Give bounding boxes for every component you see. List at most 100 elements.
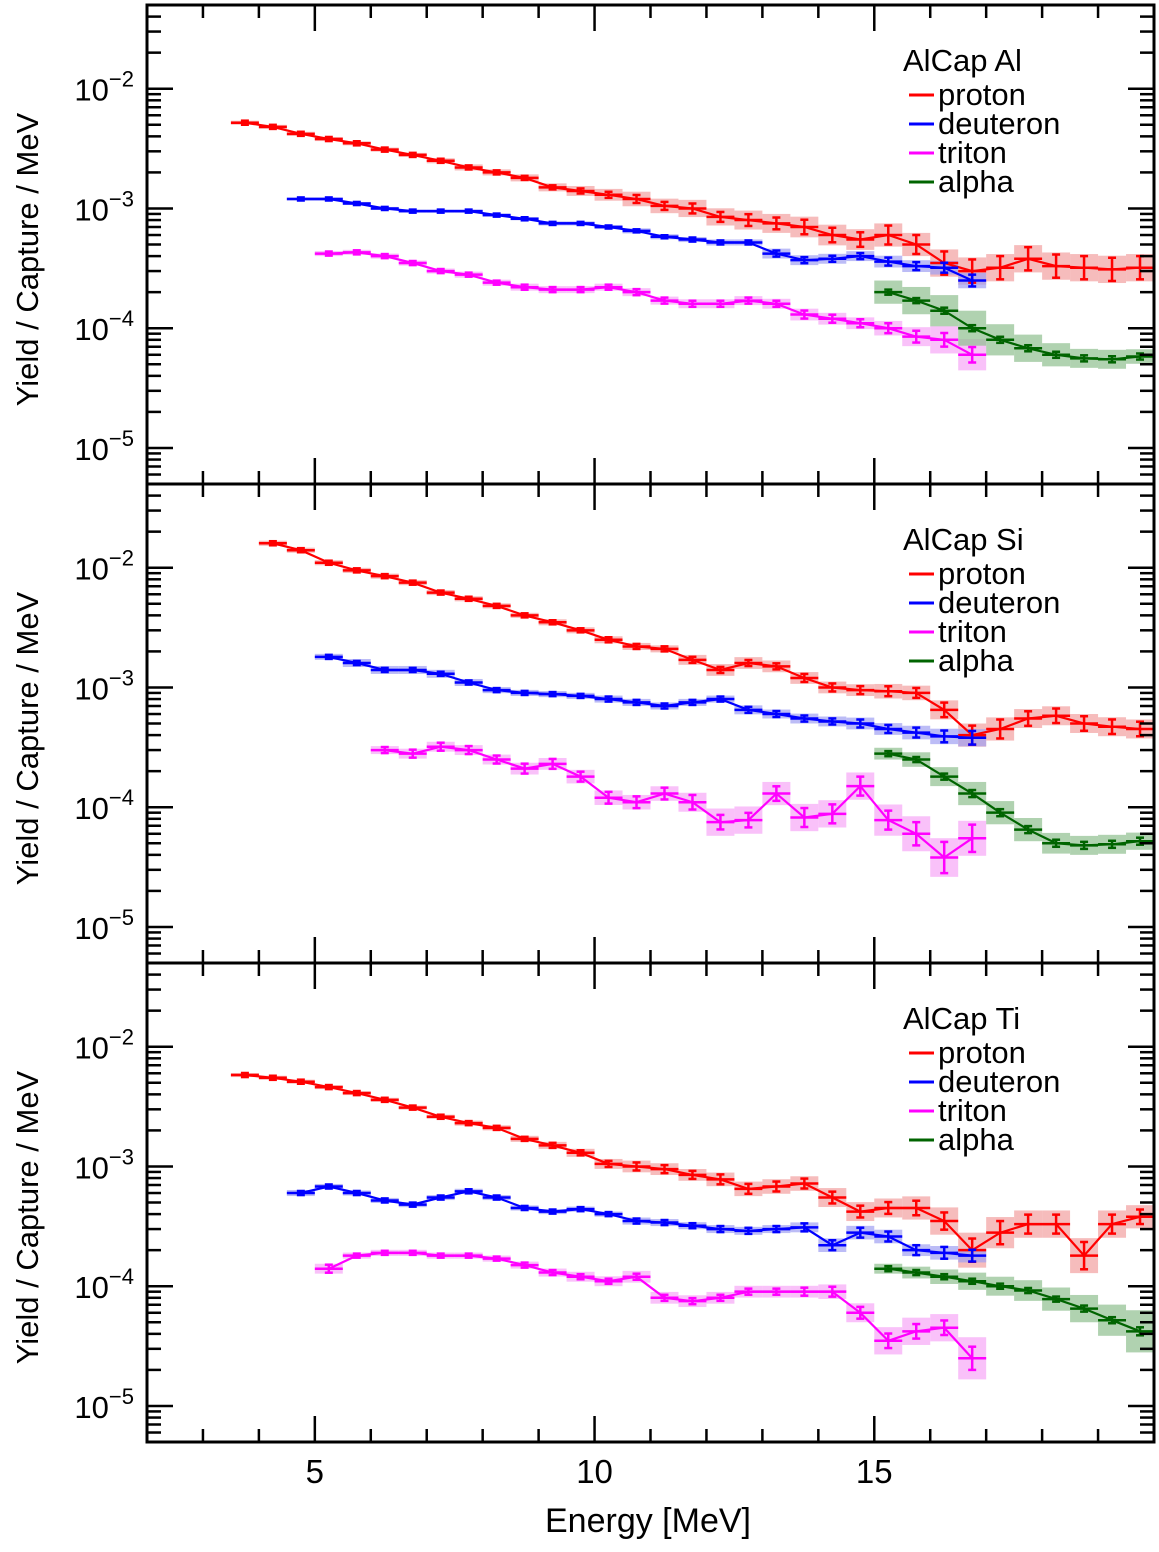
series-line-alpha xyxy=(888,1267,1141,1333)
legend-item-triton: triton xyxy=(909,1093,1007,1128)
data-point-alpha xyxy=(1042,350,1071,360)
data-point-deuteron xyxy=(594,224,623,230)
data-point-triton xyxy=(734,1287,763,1296)
data-point-proton xyxy=(230,1071,259,1079)
data-point-proton xyxy=(258,123,287,131)
data-point-triton xyxy=(594,283,623,291)
data-point-proton xyxy=(1070,714,1099,733)
data-point-deuteron xyxy=(650,233,679,240)
data-point-triton xyxy=(622,287,651,297)
data-point-triton xyxy=(958,823,987,854)
data-point-deuteron xyxy=(790,255,819,265)
data-point-proton xyxy=(650,645,679,653)
data-point-alpha xyxy=(1070,840,1099,851)
legend-item-proton: proton xyxy=(909,77,1026,112)
legend-title: AlCap Si xyxy=(903,522,1024,557)
data-point-deuteron xyxy=(482,686,511,694)
data-point-deuteron xyxy=(874,1230,903,1243)
data-point-triton xyxy=(426,741,455,752)
data-point-proton xyxy=(454,164,483,171)
data-point-proton xyxy=(314,559,343,567)
legend-label: triton xyxy=(938,614,1007,649)
data-point-triton xyxy=(622,795,651,810)
data-point-deuteron xyxy=(398,666,427,674)
data-point-proton xyxy=(734,212,763,228)
series-deuteron xyxy=(286,1183,987,1263)
data-point-triton xyxy=(482,1255,511,1262)
data-point-deuteron xyxy=(622,1217,651,1225)
data-point-proton xyxy=(706,665,735,675)
data-point-proton xyxy=(510,612,539,619)
data-point-proton xyxy=(566,187,595,195)
data-point-deuteron xyxy=(874,256,903,267)
data-point-alpha xyxy=(1014,343,1043,353)
y-axis-label: Yield / Capture / MeV xyxy=(10,1070,45,1364)
data-point-triton xyxy=(566,770,595,783)
data-point-proton xyxy=(370,1096,399,1104)
data-point-triton xyxy=(678,1296,707,1306)
data-point-triton xyxy=(454,1252,483,1259)
data-point-proton xyxy=(790,218,819,236)
data-point-proton xyxy=(734,1182,763,1196)
data-point-triton xyxy=(426,267,455,275)
data-point-deuteron xyxy=(314,653,343,661)
data-point-triton xyxy=(510,762,539,775)
legend-label: alpha xyxy=(938,1122,1015,1157)
data-point-proton xyxy=(342,140,371,147)
data-point-alpha xyxy=(958,788,987,799)
panel-2: 10−2 10−3 10−4 10−5 Yield / Capture / MeV AlC… xyxy=(10,482,1156,965)
data-point-proton xyxy=(622,1161,651,1172)
data-point-deuteron xyxy=(398,208,427,214)
series-line-triton xyxy=(384,745,973,859)
data-point-triton xyxy=(342,1252,371,1259)
x-ticks xyxy=(145,484,1156,963)
data-point-triton xyxy=(818,313,847,324)
data-point-deuteron xyxy=(594,695,623,703)
data-point-triton xyxy=(734,296,763,305)
data-point-deuteron xyxy=(846,1226,875,1239)
data-point-triton xyxy=(314,1263,343,1274)
data-point-proton xyxy=(846,684,875,696)
data-point-proton xyxy=(314,1083,343,1091)
data-point-deuteron xyxy=(902,726,931,739)
data-point-proton xyxy=(678,655,707,665)
series-deuteron xyxy=(286,196,987,288)
y-tick-label: 10−5 xyxy=(74,426,134,467)
data-point-proton xyxy=(902,1199,931,1217)
data-point-triton xyxy=(902,1322,931,1340)
data-point-proton xyxy=(538,184,567,191)
y-tick-label: 10−2 xyxy=(74,1025,134,1066)
x-ticks xyxy=(145,963,1156,1442)
data-point-deuteron xyxy=(342,200,371,207)
data-point-deuteron xyxy=(734,705,763,715)
data-point-triton xyxy=(454,744,483,756)
legend-label: alpha xyxy=(938,164,1015,199)
data-point-proton xyxy=(426,589,455,596)
data-point-proton xyxy=(594,1159,623,1169)
data-point-proton xyxy=(874,1200,903,1216)
data-point-proton xyxy=(370,572,399,580)
data-point-proton xyxy=(342,567,371,574)
panels: 10−2 10−3 10−4 10−5 Yield / Capture / MeV AlC… xyxy=(10,3,1156,1444)
series-alpha xyxy=(874,1264,1154,1337)
legend-item-deuteron: deuteron xyxy=(909,585,1060,620)
data-point-proton xyxy=(1014,1213,1043,1235)
legend-label: proton xyxy=(938,1035,1026,1070)
series-triton xyxy=(370,741,987,875)
data-point-proton xyxy=(650,200,679,212)
y-tick-label: 10−3 xyxy=(74,1144,134,1185)
data-point-deuteron xyxy=(482,1194,511,1201)
data-point-proton xyxy=(986,718,1015,740)
y-tick-label: 10−4 xyxy=(74,1264,134,1305)
data-point-alpha xyxy=(874,749,903,758)
legend-item-triton: triton xyxy=(909,614,1007,649)
data-point-proton xyxy=(818,682,847,693)
data-point-proton xyxy=(1014,245,1043,272)
data-point-triton xyxy=(762,299,791,309)
data-point-triton xyxy=(398,748,427,759)
data-point-proton xyxy=(706,210,735,224)
data-point-alpha xyxy=(1014,1286,1043,1295)
data-point-proton xyxy=(874,685,903,698)
